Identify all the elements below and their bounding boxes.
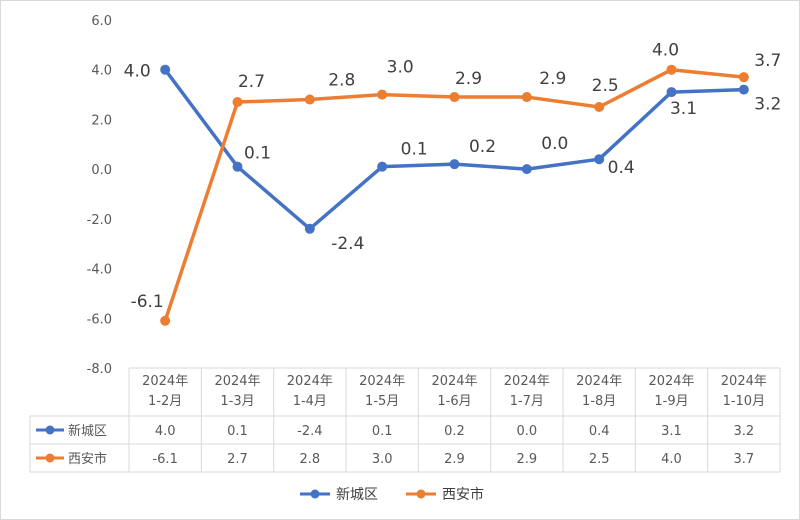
data-label: 3.0	[387, 58, 414, 78]
table-cell: 4.0	[155, 424, 176, 439]
x-category-label: 1-3月	[220, 394, 254, 409]
table-cell: 2.9	[444, 452, 465, 467]
x-category-label: 1-9月	[654, 394, 688, 409]
table-cell: 4.0	[661, 452, 682, 467]
data-point	[738, 84, 749, 95]
table-cell: 0.1	[372, 424, 393, 439]
data-label: 2.9	[455, 69, 482, 89]
data-point	[160, 315, 171, 326]
data-point	[594, 154, 605, 165]
data-label: 4.0	[124, 62, 151, 82]
x-category-label: 1-10月	[723, 394, 766, 409]
x-category-label: 2024年	[287, 374, 333, 389]
data-point	[232, 97, 243, 108]
legend-label: 西安市	[442, 486, 484, 503]
data-label: -6.1	[131, 292, 164, 312]
x-category-label: 1-7月	[510, 394, 544, 409]
x-category-label: 1-6月	[437, 394, 471, 409]
data-point	[304, 94, 315, 105]
table-cell: 2.5	[589, 452, 610, 467]
data-point	[449, 92, 460, 103]
data-point	[521, 92, 532, 103]
table-cell: 0.1	[227, 424, 248, 439]
data-label: 3.1	[670, 99, 697, 119]
legend-key-marker	[416, 489, 426, 499]
table-cell: 0.2	[444, 424, 465, 439]
table-series-name: 西安市	[68, 451, 107, 467]
data-label: 3.2	[754, 95, 781, 115]
data-label: 0.4	[608, 158, 635, 178]
y-tick-label: 2.0	[91, 113, 112, 128]
y-tick-label: -4.0	[87, 263, 112, 278]
table-cell: 2.7	[227, 452, 248, 467]
x-category-label: 1-5月	[365, 394, 399, 409]
x-category-label: 2024年	[504, 374, 550, 389]
legend-key-marker	[310, 489, 320, 499]
data-point	[304, 223, 315, 234]
data-label: 0.1	[401, 140, 428, 160]
x-category-label: 1-8月	[582, 394, 616, 409]
y-tick-label: -2.0	[87, 213, 112, 228]
data-point	[232, 161, 243, 172]
table-cell: 0.0	[516, 424, 537, 439]
data-point	[160, 64, 171, 75]
table-cell: 3.2	[733, 424, 754, 439]
x-category-label: 2024年	[214, 374, 260, 389]
legend-label: 新城区	[336, 487, 378, 503]
table-cell: 0.4	[589, 424, 610, 439]
data-label: 2.7	[238, 72, 265, 92]
x-category-label: 2024年	[431, 374, 477, 389]
data-label: 0.2	[469, 137, 496, 157]
x-category-label: 1-2月	[148, 394, 182, 409]
x-category-label: 2024年	[359, 374, 405, 389]
x-category-label: 2024年	[142, 374, 188, 389]
y-tick-label: 0.0	[91, 163, 112, 178]
table-legend-key-marker	[45, 425, 55, 435]
data-point	[594, 102, 605, 112]
x-category-label: 1-4月	[293, 394, 327, 409]
y-tick-label: 4.0	[91, 64, 112, 79]
data-point	[377, 89, 388, 100]
data-label: 2.8	[328, 71, 355, 91]
data-point	[738, 72, 749, 83]
data-point	[377, 161, 388, 172]
data-label: 3.7	[754, 51, 781, 71]
table-cell: -2.4	[297, 424, 322, 439]
x-category-label: 2024年	[576, 374, 622, 389]
data-label: 4.0	[652, 41, 679, 61]
table-cell: -6.1	[152, 452, 177, 467]
data-point	[666, 64, 677, 75]
y-tick-label: 6.0	[91, 14, 112, 29]
data-point	[449, 159, 460, 170]
data-label: 2.5	[592, 76, 619, 96]
data-point	[521, 164, 532, 175]
x-category-label: 2024年	[648, 374, 694, 389]
data-point	[666, 87, 677, 98]
data-label: -2.4	[331, 234, 364, 254]
table-cell: 2.9	[516, 452, 537, 467]
y-tick-label: -6.0	[87, 312, 112, 327]
table-cell: 3.1	[661, 424, 682, 439]
table-legend-key-marker	[45, 453, 55, 463]
table-cell: 2.8	[299, 452, 320, 467]
data-label: 2.9	[539, 69, 566, 89]
table-series-name: 新城区	[68, 423, 107, 439]
x-category-label: 2024年	[721, 374, 767, 389]
data-label: 0.1	[244, 144, 271, 164]
data-label: 0.0	[541, 134, 568, 154]
y-tick-label: -8.0	[87, 362, 112, 377]
table-cell: 3.7	[733, 452, 754, 467]
table-cell: 3.0	[372, 452, 393, 467]
